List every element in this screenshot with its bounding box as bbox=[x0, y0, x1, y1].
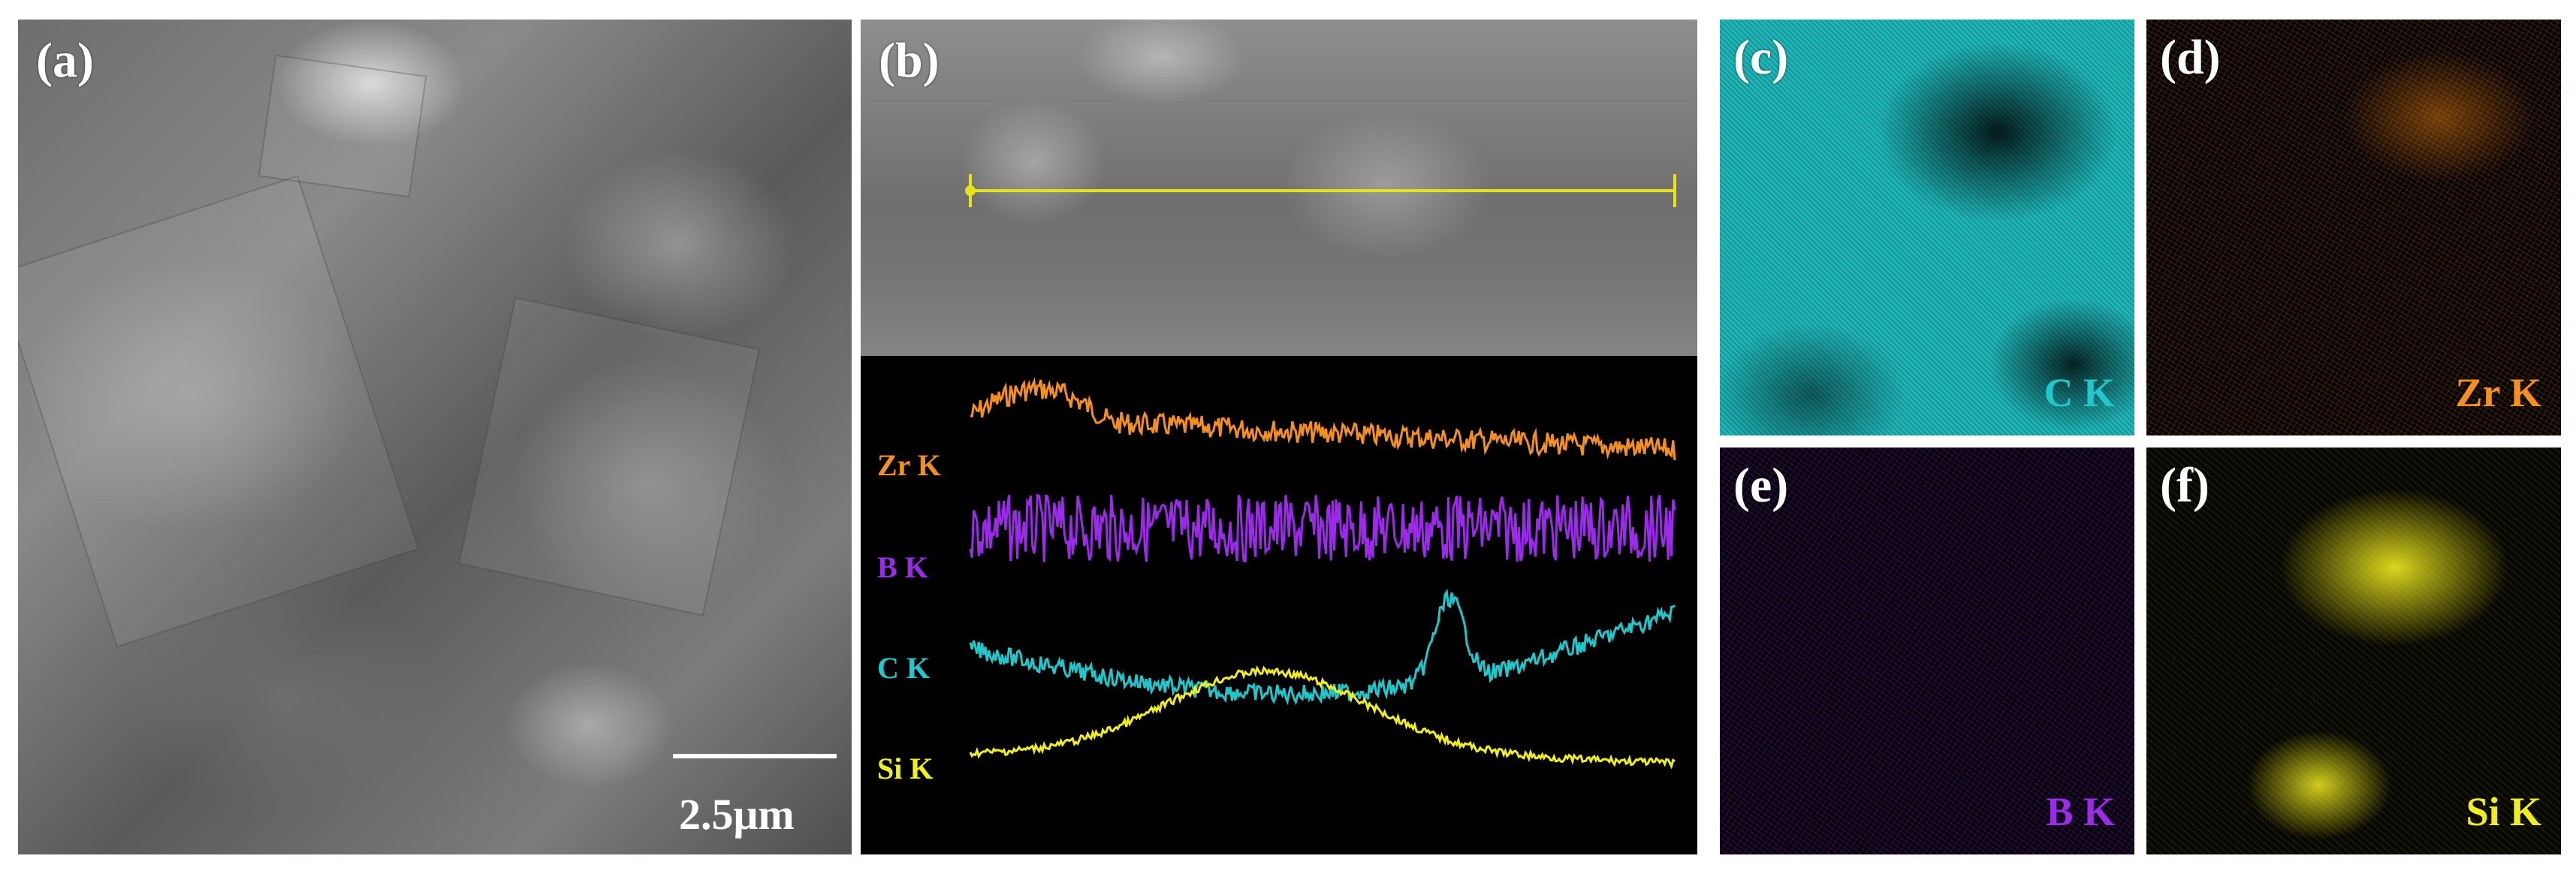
map-label-b: B K bbox=[2046, 789, 2115, 834]
eds-map-b: (e) B K bbox=[1720, 448, 2134, 854]
panel-label-d: (d) bbox=[2160, 30, 2221, 85]
linescan-label-b: B K bbox=[877, 550, 928, 584]
linescan-curve-c bbox=[969, 588, 1676, 706]
linescan-marker bbox=[965, 174, 1676, 207]
eds-map-zr: (d) Zr K bbox=[2146, 20, 2561, 435]
linescan-curve-si bbox=[969, 665, 1676, 770]
linescan-curves bbox=[969, 377, 1676, 770]
crystal-facet bbox=[258, 54, 427, 198]
map-label-c: C K bbox=[2044, 370, 2116, 415]
scale-bar-label: 2.5μm bbox=[679, 790, 795, 839]
map-label-zr: Zr K bbox=[2455, 370, 2541, 415]
panel-label-e: (e) bbox=[1733, 458, 1789, 513]
panel-label-f: (f) bbox=[2160, 458, 2210, 513]
linescan-label-zr: Zr K bbox=[877, 448, 941, 482]
panel-label-a: (a) bbox=[36, 33, 94, 88]
map-label-si: Si K bbox=[2466, 789, 2541, 834]
panel-label-b: (b) bbox=[879, 33, 940, 88]
linescan-label-c: C K bbox=[877, 651, 930, 685]
eds-map-c: (c) C K bbox=[1720, 20, 2134, 435]
linescan-curve-b bbox=[969, 493, 1676, 563]
sem-image-panel-a: (a) 2.5μm bbox=[18, 20, 852, 854]
crystal-facet bbox=[457, 297, 761, 616]
scale-bar bbox=[673, 754, 837, 758]
linescan-curve-zr bbox=[970, 377, 1676, 461]
linescan-profile-panel: Zr K B K C K Si K bbox=[861, 356, 1697, 854]
sem-image-panel-b: (b) bbox=[861, 20, 1697, 356]
crystal-facet bbox=[18, 175, 420, 648]
eds-map-si: (f) Si K bbox=[2146, 448, 2561, 854]
linescan-label-si: Si K bbox=[877, 752, 934, 785]
panel-label-c: (c) bbox=[1733, 30, 1789, 85]
